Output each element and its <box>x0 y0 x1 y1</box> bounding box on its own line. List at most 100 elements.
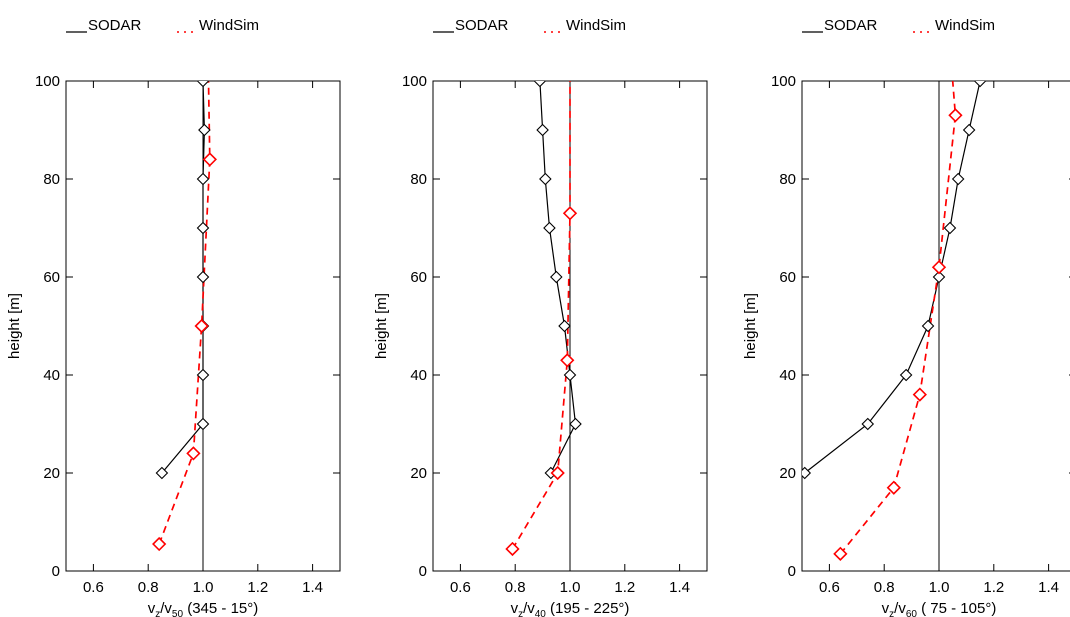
marker-windsim <box>886 480 901 495</box>
x-tick-label: 1.0 <box>560 579 581 596</box>
legend-windsim-label: WindSim <box>566 17 626 34</box>
x-axis-title-part: (345 - 15°) <box>183 600 258 617</box>
y-tick-label: 80 <box>43 171 60 188</box>
marker-sodar <box>563 368 577 382</box>
y-axis-title: height [m] <box>6 293 23 359</box>
y-tick-label: 20 <box>779 465 796 482</box>
y-tick-label: 0 <box>52 563 60 580</box>
marker-sodar <box>196 81 210 88</box>
marker-windsim <box>202 152 217 167</box>
marker-windsim <box>152 536 167 552</box>
marker-sodar <box>543 221 556 235</box>
x-axis-title-part: (195 - 225°) <box>546 600 630 617</box>
legend-sodar-label: SODAR <box>88 17 142 34</box>
x-tick-label: 0.8 <box>138 579 159 596</box>
x-axis-title-part: /v <box>523 600 535 617</box>
x-tick-label: 1.0 <box>929 579 950 596</box>
x-axis-title-part: z <box>518 609 523 617</box>
marker-sodar <box>539 172 552 186</box>
x-axis-title-part: v <box>511 600 519 617</box>
x-axis-title: vz/v40 (195 - 225°) <box>511 600 630 617</box>
x-axis-title-part: 40 <box>535 609 547 617</box>
y-tick-label: 60 <box>43 269 60 286</box>
marker-sodar <box>951 172 965 186</box>
chart-panel-2: SODAR WindSim 0.6 0.8 1.0 1.2 1.4 0 20 40 60 80 100 h… <box>373 17 708 617</box>
marker-sodar <box>550 270 563 284</box>
marker-windsim <box>194 318 209 334</box>
y-tick-label: 40 <box>43 367 60 384</box>
marker-sodar <box>802 466 812 480</box>
x-axis-title-part: 60 <box>906 609 918 617</box>
x-tick-label: 1.2 <box>247 579 268 596</box>
marker-sodar <box>198 123 211 137</box>
marker-sodar <box>196 221 210 235</box>
marker-windsim <box>833 546 848 561</box>
series-line-sodar <box>804 81 981 474</box>
y-tick-label: 80 <box>779 171 796 188</box>
x-tick-label: 0.6 <box>450 579 471 596</box>
x-axis-title-part: ( 75 - 105°) <box>917 600 996 617</box>
y-tick-label: 40 <box>410 367 427 384</box>
x-axis-title-part: v <box>882 600 890 617</box>
y-tick-label: 20 <box>43 465 60 482</box>
x-axis-title-part: 50 <box>172 609 184 617</box>
y-tick-label: 100 <box>35 73 60 90</box>
marker-sodar <box>943 221 957 235</box>
series-line-windsim <box>839 81 957 555</box>
x-axis-title-part: z <box>155 609 160 617</box>
marker-windsim <box>560 353 575 368</box>
marker-sodar <box>932 270 946 284</box>
marker-sodar <box>196 270 210 284</box>
y-tick-label: 80 <box>410 171 427 188</box>
x-tick-label: 1.4 <box>669 579 690 596</box>
x-axis-title-part: z <box>889 609 894 617</box>
marker-sodar <box>899 368 913 382</box>
x-axis-title: vz/v50 (345 - 15°) <box>148 600 259 617</box>
y-tick-label: 100 <box>771 73 796 90</box>
x-tick-label: 1.2 <box>614 579 635 596</box>
x-tick-label: 1.0 <box>193 579 214 596</box>
legend-sodar-label: SODAR <box>824 17 878 34</box>
legend: SODAR WindSim <box>802 17 995 34</box>
x-axis-title-part: /v <box>160 600 172 617</box>
marker-sodar <box>533 81 547 88</box>
plot-area <box>802 81 987 571</box>
x-axis-title: vz/v60 ( 75 - 105°) <box>882 600 997 617</box>
plot-area <box>505 81 582 571</box>
y-axis-title: height [m] <box>742 293 759 359</box>
y-tick-label: 100 <box>402 73 427 90</box>
y-tick-label: 20 <box>410 465 427 482</box>
y-tick-label: 0 <box>788 563 796 580</box>
legend-windsim-label: WindSim <box>935 17 995 34</box>
legend-windsim-label: WindSim <box>199 17 259 34</box>
marker-windsim <box>912 387 927 402</box>
marker-windsim <box>550 465 565 481</box>
y-tick-label: 0 <box>419 563 427 580</box>
legend-sodar-label: SODAR <box>455 17 509 34</box>
x-axis-title-part: /v <box>894 600 906 617</box>
marker-windsim <box>562 206 578 221</box>
x-axis-title-part: v <box>148 600 156 617</box>
x-tick-label: 0.8 <box>505 579 526 596</box>
marker-sodar <box>196 417 210 431</box>
plot-area <box>152 81 217 571</box>
x-tick-label: 0.6 <box>819 579 840 596</box>
series-line-windsim <box>511 81 571 550</box>
marker-sodar <box>558 319 571 333</box>
marker-sodar <box>196 368 210 382</box>
marker-windsim <box>931 260 947 275</box>
y-tick-label: 60 <box>779 269 796 286</box>
marker-sodar <box>569 417 582 431</box>
marker-sodar <box>921 319 935 333</box>
plot-frame <box>801 80 1070 572</box>
x-tick-label: 1.4 <box>302 579 323 596</box>
marker-sodar <box>196 172 210 186</box>
marker-windsim <box>186 446 201 461</box>
legend: SODAR WindSim <box>433 17 626 34</box>
x-tick-label: 1.2 <box>983 579 1004 596</box>
marker-windsim <box>505 541 520 557</box>
legend: SODAR WindSim <box>66 17 259 34</box>
marker-sodar <box>962 123 976 137</box>
chart-panel-1: SODAR WindSim 0.6 0.8 1.0 1.2 1.4 0 20 40 60 80 100 h… <box>6 17 341 617</box>
